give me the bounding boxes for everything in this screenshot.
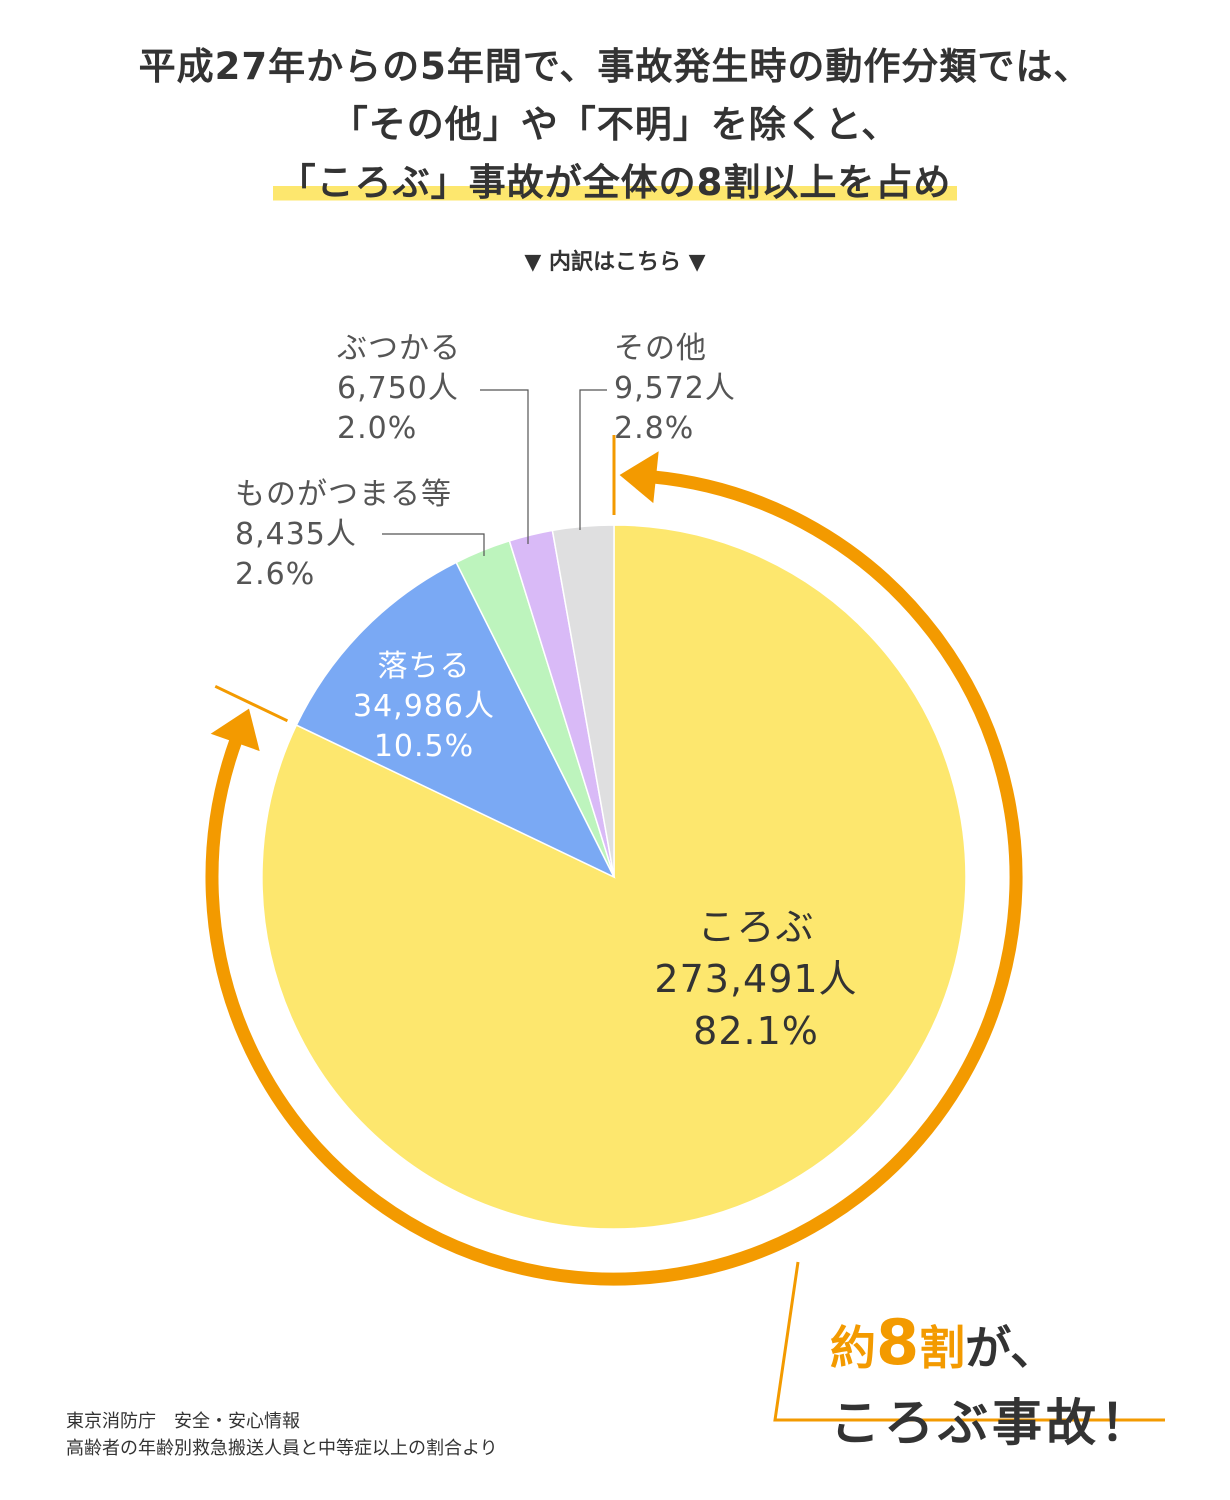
slice-label-0: ころぶ: [697, 905, 814, 949]
callout-unit: 割: [919, 1321, 966, 1375]
callout-number: 8: [876, 1306, 920, 1379]
headline-line-1: 平成27年からの5年間で、事故発生時の動作分類では、: [138, 45, 1092, 88]
pie-slice-1: [295, 561, 616, 879]
breakdown-label: ▼ 内訳はこちら ▼: [524, 250, 706, 275]
headline: 平成27年からの5年間で、事故発生時の動作分類では、 「その他」や「不明」を除く…: [0, 38, 1230, 212]
slice-count-1: 34,986人: [353, 689, 495, 724]
callout-suffix: が、: [965, 1321, 1057, 1375]
arc-boundary-tick-end: [214, 684, 289, 723]
headline-line-3: 「ころぶ」事故が全体の8割以上を占め: [272, 161, 958, 204]
source-line-1: 東京消防庁 安全・安心情報: [66, 1411, 300, 1432]
slice-label-1: 落ちる 34,986人 10.5%: [353, 649, 495, 764]
slice-count-2: 8,435人: [235, 517, 357, 552]
highlight-arc: [205, 470, 1023, 1286]
source-note: 東京消防庁 安全・安心情報 高齢者の年齢別救急搬送人員と中等症以上の割合より: [66, 1408, 498, 1462]
slice-label-3: ぶつかる 6,750人 2.0%: [337, 331, 461, 446]
callout-bracket: [773, 1261, 1165, 1422]
slice-label-2: ものがつまる等 8,435人 2.6%: [235, 477, 452, 592]
slice-label-4: その他 9,572人 2.8%: [614, 331, 736, 446]
pie-slice-4: [551, 524, 615, 878]
pie-slices: [261, 524, 967, 1230]
slice-count-4: 9,572人: [614, 371, 736, 406]
callout-prefix: 約: [830, 1321, 876, 1375]
slice-count-0: 273,491人: [654, 957, 857, 1001]
slice-label-4: その他: [614, 331, 707, 366]
arc-arrowhead-start: [619, 451, 659, 504]
slice-count-3: 6,750人: [337, 371, 459, 406]
slice-label-1: 落ちる: [378, 649, 471, 684]
leader-line-3: [480, 389, 529, 544]
slice-percent-3: 2.0%: [337, 411, 417, 446]
slice-percent-2: 2.6%: [235, 557, 315, 592]
slice-labels: ころぶ 273,491人 82.1% 落ちる 34,986人 10.5% ものがつまる等 8,…: [235, 331, 857, 1053]
callout-line-2: ころぶ事故！: [830, 1394, 1154, 1452]
leader-lines: [382, 389, 607, 556]
leader-line-4: [579, 389, 607, 530]
slice-label-0: ころぶ 273,491人 82.1%: [654, 905, 857, 1053]
slice-percent-0: 82.1%: [693, 1009, 819, 1053]
headline-line-2: 「その他」や「不明」を除くと、: [330, 103, 900, 146]
slice-percent-4: 2.8%: [614, 411, 694, 446]
source-line-2: 高齢者の年齢別救急搬送人員と中等症以上の割合より: [66, 1438, 498, 1459]
slice-label-2: ものがつまる等: [235, 477, 452, 512]
leader-line-2: [382, 533, 485, 556]
slice-percent-1: 10.5%: [374, 729, 474, 764]
slice-label-3: ぶつかる: [337, 331, 461, 366]
callout: 約8割が、 ころぶ事故！: [830, 1312, 1154, 1452]
arc-arrowhead-end: [210, 708, 260, 752]
highlight-arc-layer: [205, 435, 1165, 1422]
